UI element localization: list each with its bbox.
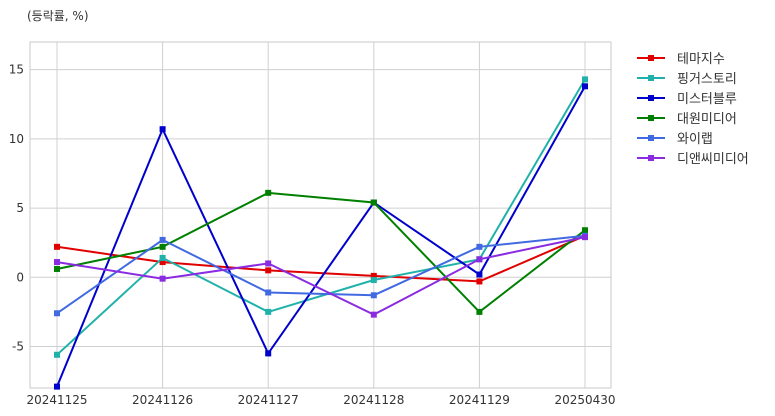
- legend-label: 와이랩: [677, 132, 713, 147]
- series-line: [56, 78, 586, 356]
- data-point: [582, 234, 588, 241]
- data-point: [159, 243, 166, 250]
- series-디앤씨미디어: [54, 234, 588, 318]
- series-line: [56, 85, 586, 387]
- y-axis-ticks: 15 10 5 0 -5: [9, 63, 24, 354]
- data-point: [370, 199, 377, 206]
- y-tick-label: -5: [12, 339, 24, 353]
- legend-label: 핑거스토리: [677, 72, 737, 87]
- data-point: [159, 254, 166, 261]
- legend-label: 미스터블루: [677, 92, 737, 107]
- x-tick-label: 20241127: [238, 393, 299, 407]
- data-point: [265, 289, 272, 296]
- data-point: [54, 259, 60, 266]
- legend-item[interactable]: 대원미디어: [637, 112, 737, 127]
- data-point: [370, 311, 377, 318]
- y-tick-label: 15: [9, 63, 24, 77]
- legend-marker: [648, 155, 654, 161]
- legend-marker: [648, 95, 654, 101]
- legend-marker: [648, 135, 654, 141]
- y-tick-label: 0: [16, 270, 24, 284]
- x-tick-label: 20250430: [554, 393, 615, 407]
- series-핑거스토리: [54, 76, 588, 358]
- data-point: [476, 256, 483, 263]
- series-대원미디어: [54, 189, 588, 315]
- data-point: [265, 267, 272, 274]
- legend-marker: [648, 55, 654, 61]
- data-point: [265, 308, 272, 315]
- data-point: [476, 243, 483, 250]
- x-tick-label: 20241128: [343, 393, 404, 407]
- series-line: [56, 191, 586, 314]
- data-point: [159, 259, 166, 266]
- data-point: [582, 83, 588, 90]
- legend-label: 테마지수: [677, 52, 725, 67]
- data-point: [265, 189, 272, 196]
- data-point: [54, 243, 60, 250]
- series-미스터블루: [54, 83, 588, 390]
- data-point: [476, 308, 483, 315]
- data-point: [582, 227, 588, 234]
- series-lines: [54, 76, 588, 390]
- x-axis-ticks: 20241125 20241126 20241127 20241128 20241129…: [26, 393, 615, 407]
- data-point: [476, 278, 483, 285]
- data-point: [265, 350, 272, 357]
- data-point: [370, 277, 377, 284]
- legend-label: 대원미디어: [677, 112, 737, 127]
- y-tick-label: 5: [16, 201, 24, 215]
- series-line: [56, 234, 586, 315]
- unit-label: (등락률, %): [27, 9, 89, 23]
- plot-frame: [29, 41, 612, 389]
- x-tick-label: 20241125: [26, 393, 87, 407]
- x-tick-label: 20241129: [449, 393, 510, 407]
- data-point: [159, 236, 166, 243]
- data-point: [265, 260, 272, 267]
- data-point: [370, 292, 377, 299]
- legend-marker: [648, 115, 654, 121]
- legend-item[interactable]: 디앤씨미디어: [637, 152, 749, 167]
- data-point: [159, 126, 166, 133]
- grid: [30, 42, 611, 388]
- data-point: [54, 383, 60, 390]
- data-point: [54, 265, 60, 272]
- legend-item[interactable]: 핑거스토리: [637, 72, 737, 87]
- legend-item[interactable]: 테마지수: [637, 52, 725, 67]
- series-line: [56, 234, 586, 283]
- data-point: [370, 272, 377, 279]
- legend-label: 디앤씨미디어: [677, 152, 749, 167]
- data-point: [159, 275, 166, 282]
- legend-item[interactable]: 미스터블루: [637, 92, 737, 107]
- y-tick-label: 10: [9, 132, 24, 146]
- data-point: [54, 351, 60, 358]
- data-point: [476, 271, 483, 278]
- data-point: [582, 76, 588, 83]
- series-line: [56, 236, 586, 316]
- legend-marker: [648, 75, 654, 81]
- legend-item[interactable]: 와이랩: [637, 132, 713, 147]
- data-point: [54, 310, 60, 317]
- x-tick-label: 20241126: [132, 393, 193, 407]
